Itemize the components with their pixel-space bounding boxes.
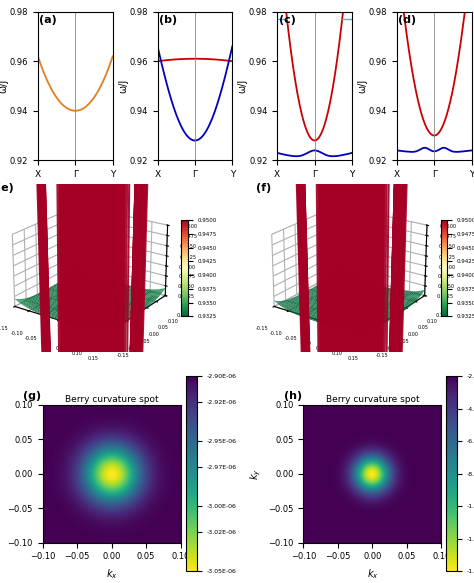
X-axis label: $k_x$: $k_x$ bbox=[106, 567, 118, 581]
Y-axis label: ω/J: ω/J bbox=[0, 79, 9, 93]
Text: (g): (g) bbox=[23, 391, 41, 401]
Text: (a): (a) bbox=[39, 15, 57, 24]
Y-axis label: $k_y$: $k_y$ bbox=[248, 468, 263, 480]
Text: (f): (f) bbox=[255, 183, 271, 193]
Text: (b): (b) bbox=[159, 15, 177, 24]
X-axis label: $k_x$: $k_x$ bbox=[366, 567, 378, 581]
Y-axis label: ω/J: ω/J bbox=[357, 79, 367, 93]
Text: (e): (e) bbox=[0, 183, 14, 193]
Y-axis label: ω/J: ω/J bbox=[118, 79, 128, 93]
Text: (h): (h) bbox=[284, 391, 302, 401]
Title: Berry curvature spot: Berry curvature spot bbox=[326, 395, 419, 404]
Text: (d): (d) bbox=[398, 15, 417, 24]
Title: Berry curvature spot: Berry curvature spot bbox=[65, 395, 158, 404]
Text: (c): (c) bbox=[279, 15, 296, 24]
Y-axis label: ω/J: ω/J bbox=[237, 79, 247, 93]
Y-axis label: $k_y$: $k_y$ bbox=[0, 468, 2, 480]
